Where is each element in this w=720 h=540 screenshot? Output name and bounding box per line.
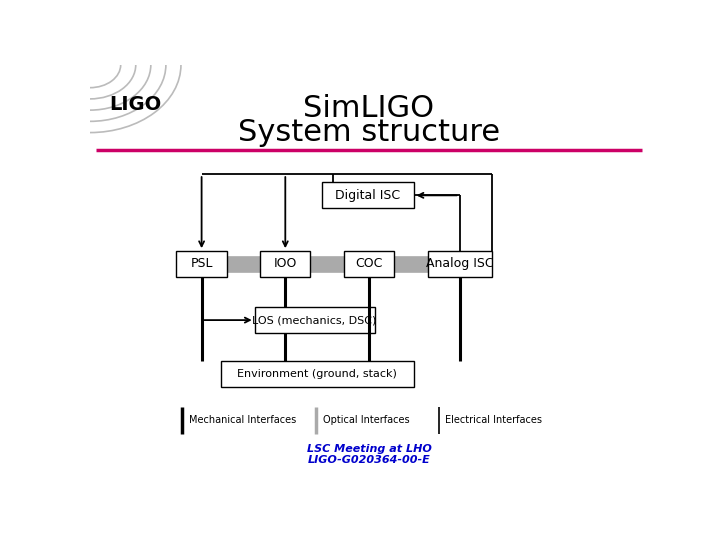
FancyBboxPatch shape bbox=[322, 183, 413, 208]
Text: LSC Meeting at LHO: LSC Meeting at LHO bbox=[307, 444, 431, 455]
FancyBboxPatch shape bbox=[428, 251, 492, 277]
Text: Digital ISC: Digital ISC bbox=[335, 189, 400, 202]
FancyBboxPatch shape bbox=[255, 307, 374, 333]
Text: Mechanical Interfaces: Mechanical Interfaces bbox=[189, 415, 296, 426]
Text: System structure: System structure bbox=[238, 118, 500, 147]
Text: Optical Interfaces: Optical Interfaces bbox=[323, 415, 409, 426]
Text: LIGO-G020364-00-E: LIGO-G020364-00-E bbox=[307, 455, 431, 465]
FancyBboxPatch shape bbox=[260, 251, 310, 277]
FancyBboxPatch shape bbox=[176, 251, 227, 277]
FancyBboxPatch shape bbox=[221, 361, 413, 387]
Text: SimLIGO: SimLIGO bbox=[303, 94, 435, 123]
Text: PSL: PSL bbox=[190, 258, 213, 271]
Text: Electrical Interfaces: Electrical Interfaces bbox=[446, 415, 542, 426]
Text: LIGO: LIGO bbox=[109, 95, 162, 114]
Text: Environment (ground, stack): Environment (ground, stack) bbox=[238, 369, 397, 379]
Text: LOS (mechanics, DSC): LOS (mechanics, DSC) bbox=[253, 315, 377, 325]
FancyBboxPatch shape bbox=[344, 251, 394, 277]
Text: COC: COC bbox=[355, 258, 383, 271]
Text: Analog ISC: Analog ISC bbox=[426, 258, 493, 271]
Text: IOO: IOO bbox=[274, 258, 297, 271]
